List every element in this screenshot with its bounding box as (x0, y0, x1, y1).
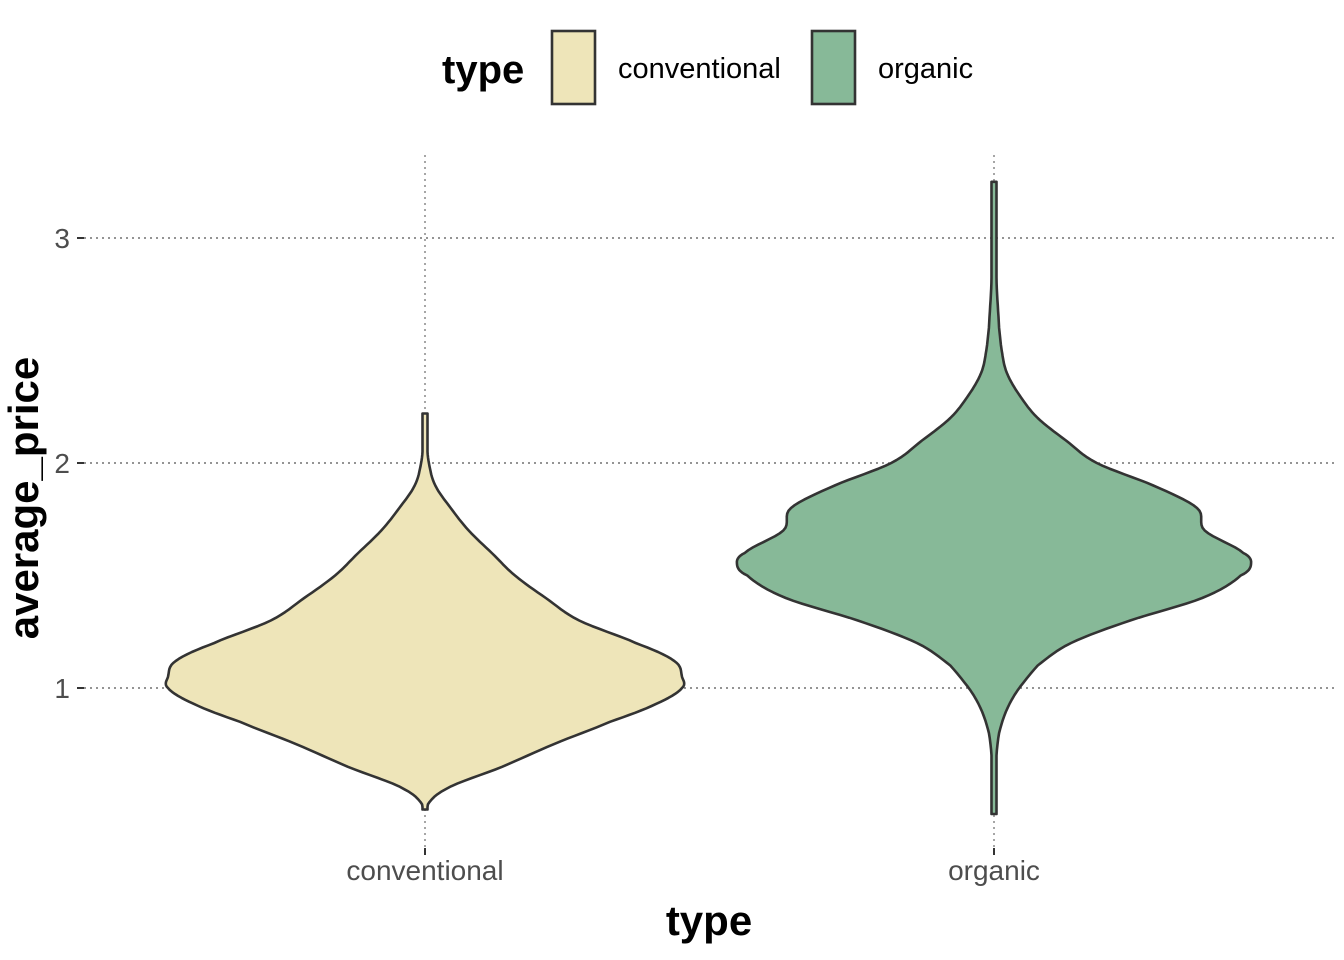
violins (164, 180, 1253, 816)
legend-key-organic (810, 29, 857, 106)
x-axis-title: type (666, 897, 752, 944)
legend: type conventional organic (442, 29, 973, 106)
legend-key-conventional (550, 29, 597, 106)
legend-label-organic: organic (878, 53, 973, 85)
y-tick-label: 1 (54, 673, 70, 704)
x-axis: conventional organic (346, 848, 1040, 886)
violin-organic (735, 180, 1253, 816)
y-tick-label: 3 (54, 223, 70, 254)
x-tick-label: organic (948, 855, 1040, 886)
y-tick-label: 2 (54, 448, 70, 479)
y-axis: 1 2 3 (54, 223, 84, 704)
legend-title: type (442, 48, 524, 92)
y-axis-title: average_price (0, 357, 47, 640)
x-tick-label: conventional (346, 855, 503, 886)
violin-conventional (164, 412, 686, 811)
legend-label-conventional: conventional (618, 53, 781, 85)
